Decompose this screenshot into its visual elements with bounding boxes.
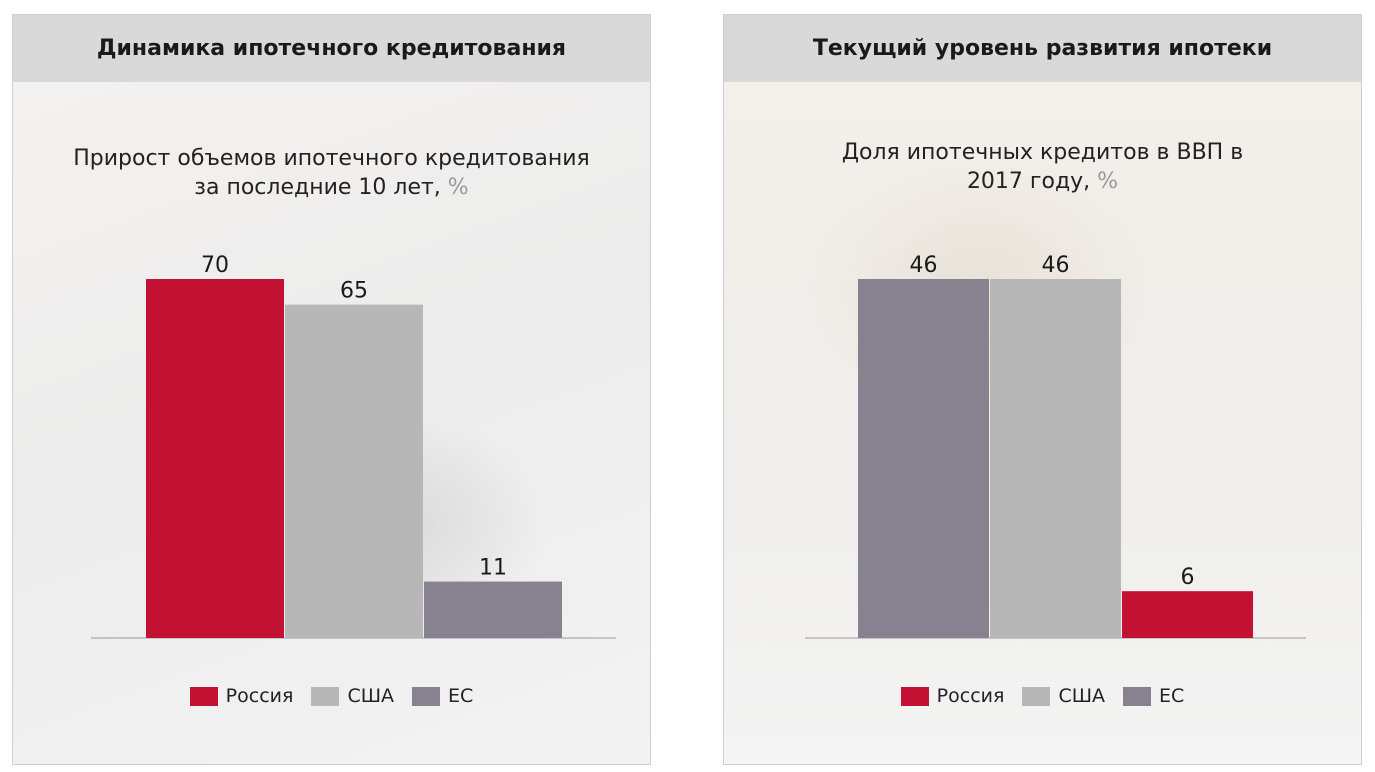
legend-swatch-russia [900, 686, 929, 706]
chart-legend: Россия США ЕС [724, 685, 1361, 707]
legend-swatch-usa [311, 686, 340, 706]
subtitle-unit: % [1097, 169, 1119, 194]
legend-label: ЕС [1159, 685, 1185, 707]
bar-value-label-1: 65 [340, 279, 368, 304]
bar-value-label-2: 11 [479, 556, 507, 581]
panel-title: Динамика ипотечного кредитования [13, 15, 650, 82]
chart-legend: Россия США ЕС [13, 685, 650, 707]
legend-label: Россия [936, 685, 1005, 707]
bar-value-label-0: 46 [910, 253, 938, 278]
legend-item-eu: ЕС [412, 685, 473, 707]
legend-item-russia: Россия [900, 685, 1005, 707]
bar-1 [990, 279, 1121, 638]
legend-swatch-eu [1123, 686, 1152, 706]
bar-1 [285, 304, 423, 638]
bar-0 [858, 279, 989, 638]
legend-swatch-usa [1022, 686, 1051, 706]
legend-label: ЕС [448, 685, 474, 707]
legend-swatch-eu [412, 686, 441, 706]
subtitle-text: 2017 году, [966, 169, 1098, 194]
legend-item-eu: ЕС [1123, 685, 1184, 707]
legend-item-russia: Россия [189, 685, 294, 707]
bar-value-label-2: 6 [1181, 565, 1195, 590]
subtitle-line-1: Прирост объемов ипотечного кредитования [73, 146, 590, 171]
panel-background: Прирост объемов ипотечного кредитования … [13, 82, 650, 764]
bar-chart-right: 46 46 6 [805, 253, 1306, 639]
mortgage-level-panel: Текущий уровень развития ипотеки Доля ип… [723, 14, 1362, 765]
subtitle-line-1: Доля ипотечных кредитов в ВВП в [841, 140, 1244, 165]
legend-label: Россия [225, 685, 294, 707]
bar-0 [146, 279, 284, 638]
subtitle-line-2: за последние 10 лет, % [13, 173, 650, 202]
chart-subtitle: Доля ипотечных кредитов в ВВП в 2017 год… [724, 138, 1361, 196]
bar-2 [1122, 591, 1253, 638]
mortgage-dynamics-panel: Динамика ипотечного кредитования Прирост… [12, 14, 651, 765]
bar-value-label-0: 70 [201, 253, 229, 278]
legend-label: США [1058, 685, 1106, 707]
panel-background: Доля ипотечных кредитов в ВВП в 2017 год… [724, 82, 1361, 764]
panel-title: Текущий уровень развития ипотеки [724, 15, 1361, 82]
subtitle-text: за последние 10 лет, [194, 175, 448, 200]
legend-item-usa: США [1022, 685, 1105, 707]
legend-swatch-russia [189, 686, 218, 706]
bar-2 [424, 581, 562, 638]
legend-item-usa: США [311, 685, 394, 707]
subtitle-unit: % [447, 175, 469, 200]
bar-chart-left: 70 65 11 [91, 253, 616, 639]
chart-subtitle: Прирост объемов ипотечного кредитования … [13, 144, 650, 202]
legend-label: США [347, 685, 395, 707]
bar-value-label-1: 46 [1042, 253, 1070, 278]
subtitle-line-2: 2017 году, % [724, 167, 1361, 196]
